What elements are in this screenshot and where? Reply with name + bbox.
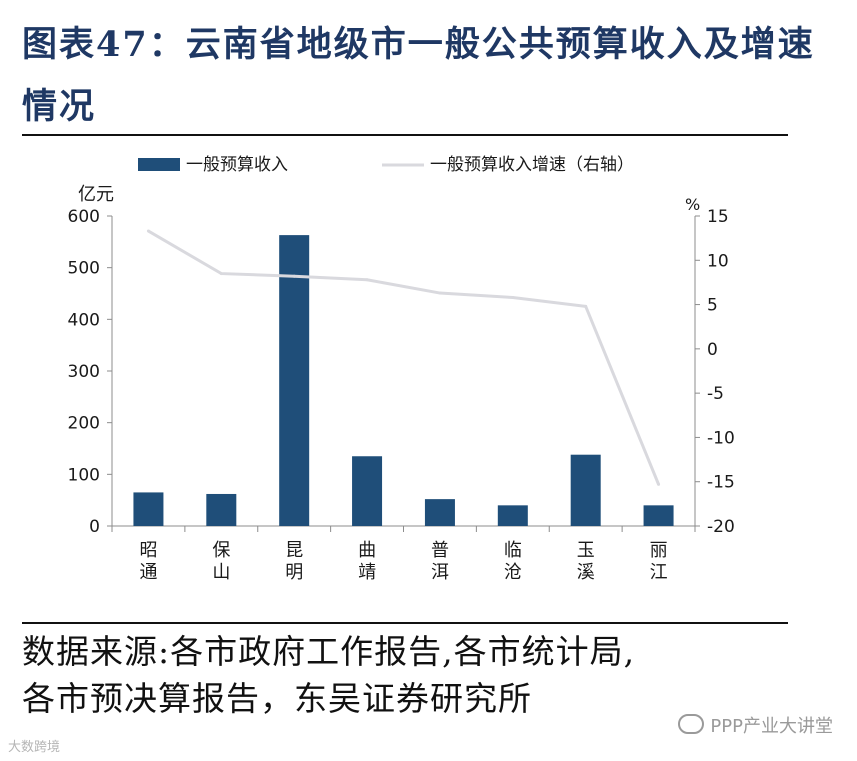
y-right-tick-label: -20 [707,517,735,537]
bar-玉溪 [570,454,601,526]
y-left-tick-label: 200 [68,414,100,434]
x-axis-labels: 昭通 保山 昆明 曲靖 普洱 临沧 玉溪 丽江 [139,540,667,583]
y-left-tick-label: 500 [68,259,100,279]
x-label-昭通: 昭通 [139,540,157,583]
y-right-tick-label: 15 [707,207,729,227]
source-line-1: 数据来源:各市政府工作报告,各市统计局, [22,632,636,671]
legend-line-label: 一般预算收入增速（右轴） [430,155,634,175]
source-line-2: 各市预决算报告，东吴证券研究所 [22,679,532,718]
growth-point-曲靖 [365,278,369,282]
growth-point-昆明 [292,274,296,278]
bar-昆明 [279,235,310,526]
x-label-玉溪: 玉溪 [577,540,595,583]
y-left-unit-label: 亿元 [78,184,114,205]
growth-line [146,229,661,486]
x-label-昆明: 昆明 [285,540,303,583]
y-left-tick-label: 0 [89,517,100,537]
watermark-left: 大数跨境 [8,736,60,755]
bar-丽江 [643,505,674,526]
x-label-保山: 保山 [212,540,230,583]
y-right-unit-label: % [685,195,700,214]
y-right-tick-label: -10 [707,428,735,448]
bar-昭通 [133,492,164,526]
y-left-tick-label: 300 [68,362,100,382]
x-label-普洱: 普洱 [431,540,449,583]
x-label-临沧: 临沧 [504,540,522,583]
y-left-tick-label: 400 [68,310,100,330]
wechat-icon [678,714,705,734]
growth-point-玉溪 [584,304,588,308]
growth-point-丽江 [657,482,661,486]
source-note: 数据来源:各市政府工作报告,各市统计局, 各市预决算报告，东吴证券研究所 [22,628,812,722]
axes: 0 100 200 300 400 500 600 -20 -15 -10 -5 0 5 10 15 [68,207,735,537]
watermark-right-text: PPP产业大讲堂 [710,716,833,737]
y-right-tick-label: 0 [707,340,718,360]
source-divider [22,622,788,624]
watermark-left-text: 大数跨境 [8,740,61,755]
bars [133,235,674,526]
chart-title: 图表47：云南省地级市一般公共预算收入及增速情况 [22,24,815,127]
bar-保山 [206,493,237,526]
bar-临沧 [497,505,528,526]
y-right-tick-label: -15 [707,473,735,493]
legend: 一般预算收入 一般预算收入增速（右轴） [138,155,634,175]
y-right-tick-label: 10 [707,251,729,271]
chart: 一般预算收入 一般预算收入增速（右轴） 亿元 % 010020030040050… [68,155,735,583]
watermark-wechat: PPP产业大讲堂 [678,712,833,738]
x-label-丽江: 丽江 [650,540,668,583]
growth-point-普洱 [438,291,442,295]
growth-point-保山 [219,272,223,276]
x-label-曲靖: 曲靖 [358,540,376,583]
legend-bar-label: 一般预算收入 [186,155,288,175]
y-left-tick-label: 600 [68,207,100,227]
growth-point-昭通 [146,229,150,233]
growth-line-path [147,229,660,485]
title-divider [22,134,788,136]
y-right-tick-label: 5 [707,296,718,316]
growth-point-临沧 [511,295,515,299]
bar-曲靖 [352,456,383,526]
bar-普洱 [424,499,455,526]
y-left-tick-label: 100 [68,465,100,485]
legend-bar-swatch [138,158,180,171]
y-right-tick-label: -5 [707,384,724,404]
